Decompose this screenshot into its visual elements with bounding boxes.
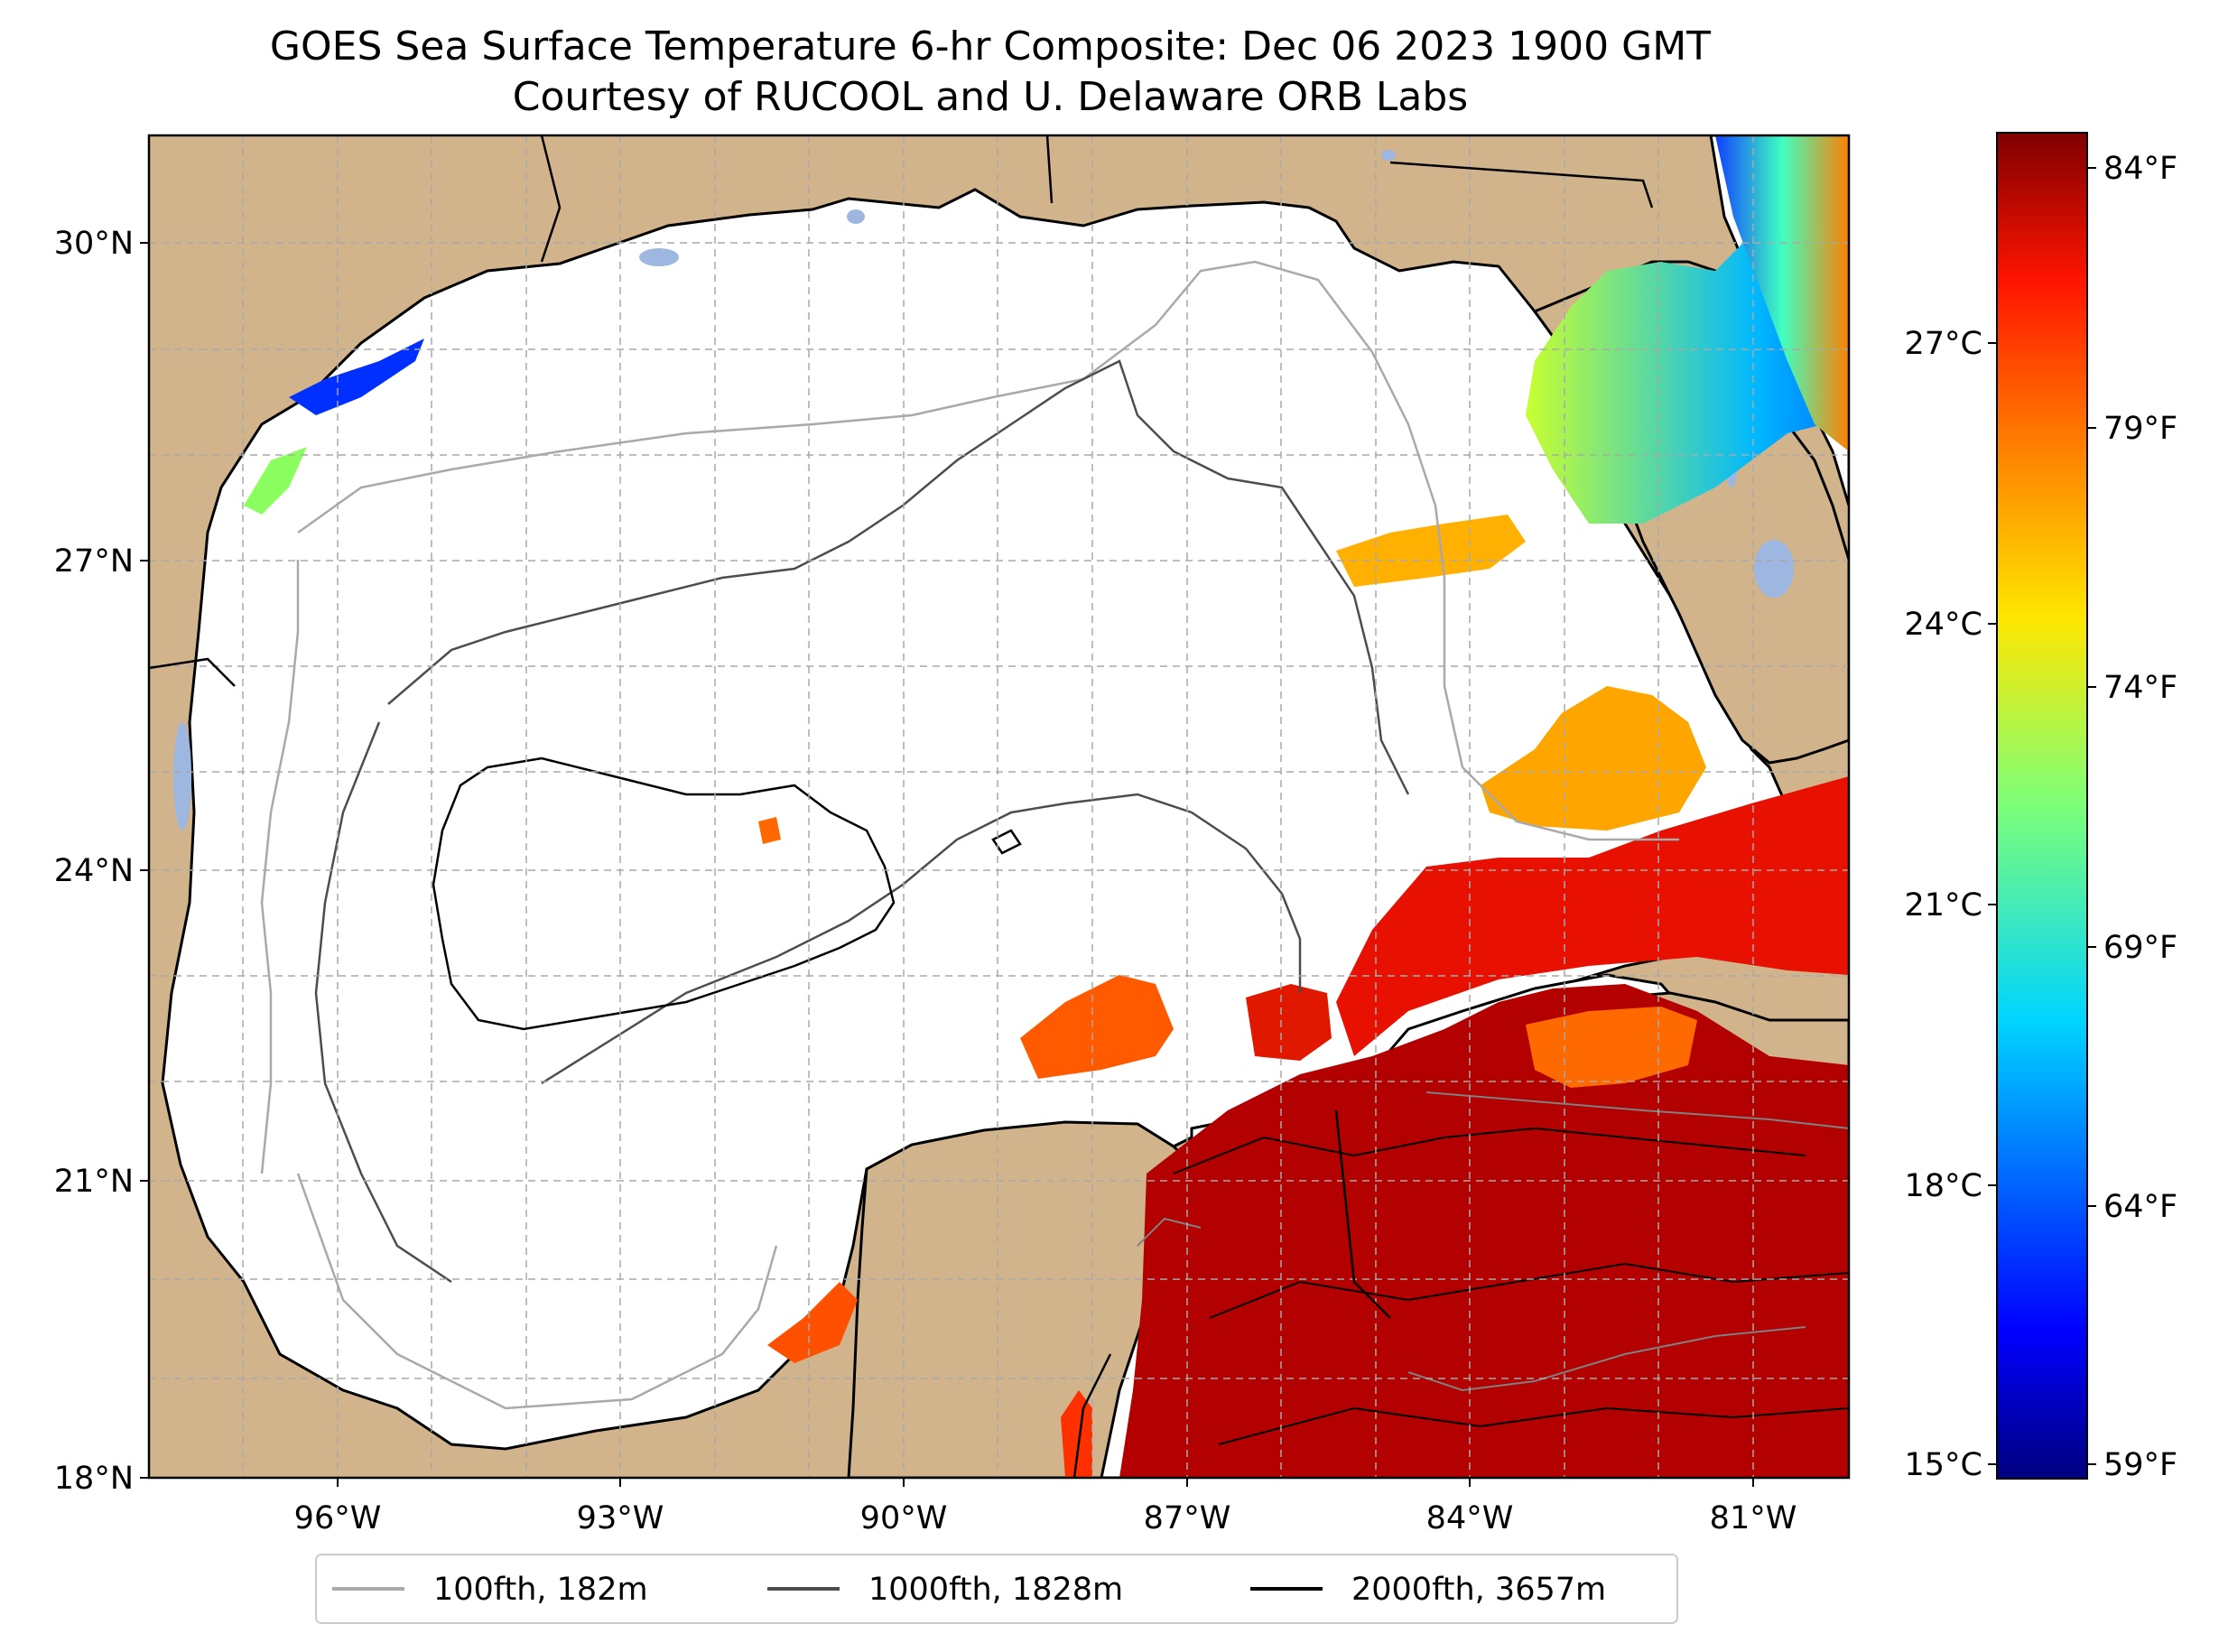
sst-atlantic [1715,135,1849,451]
sst-central-gulf [1020,975,1174,1079]
sst-data [244,135,1849,1478]
contour-1000fth [314,359,1410,1284]
sst-campeche [767,1282,858,1363]
legend: 100fth, 182m 1000fth, 1828m 2000fth, 365… [315,1554,1678,1624]
bathymetry-contours [260,260,1849,1445]
contour-100fth [260,260,1679,1410]
sst-florida-straits [1336,776,1849,1056]
lat-tick-label: 18°N [54,1461,134,1497]
lon-axis: 96°W 93°W 90°W 87°W 84°W 81°W [294,1478,1797,1536]
gridlines [149,135,1849,1478]
title-line-1: GOES Sea Surface Temperature 6-hr Compos… [270,23,1711,70]
lon-tick-label: 90°W [860,1500,948,1536]
colorbar-fahrenheit-label: 74°F [2103,670,2177,706]
colorbar-celsius-label: 15°C [1905,1447,1982,1483]
colorbar-fahrenheit-label: 59°F [2103,1447,2177,1483]
lon-tick-label: 93°W [577,1500,664,1536]
sst-texas-offshore [244,447,307,515]
sst-cuba-north [1526,1007,1697,1088]
lon-tick-label: 96°W [294,1500,382,1536]
lat-tick-label: 30°N [54,226,134,262]
sst-spot [758,817,781,844]
lon-tick-label: 81°W [1710,1500,1797,1536]
colorbar-fahrenheit-label: 84°F [2103,151,2177,187]
legend-box [315,1554,1678,1624]
map-area [149,135,1849,1478]
colorbar-fahrenheit-label: 69°F [2103,930,2177,966]
sst-central-gulf-2 [1246,984,1332,1061]
legend-label-2000fth: 2000fth, 3657m [1351,1572,1606,1608]
lat-tick-label: 24°N [54,853,134,889]
sst-texas-coast [289,339,424,415]
colorbar-celsius-label: 27°C [1905,326,1982,362]
lat-axis: 18°N 21°N 24°N 27°N 30°N [54,226,149,1497]
colorbar-fahrenheit-label: 79°F [2103,411,2177,447]
lon-tick-label: 84°W [1426,1500,1514,1536]
colorbar-celsius-label: 21°C [1905,887,1982,923]
legend-label-1000fth: 1000fth, 1828m [868,1572,1123,1608]
lat-tick-label: 21°N [54,1164,134,1200]
colorbar-fahrenheit-label: 64°F [2103,1189,2177,1225]
colorbar-celsius-label: 24°C [1905,607,1982,643]
colorbar-celsius-label: 18°C [1905,1168,1982,1204]
sst-big-bend [1336,515,1526,587]
sst-fl-shelf [1481,686,1706,831]
map-frame [147,134,1851,1480]
lat-tick-label: 27°N [54,543,134,580]
sst-yucatan-east [1061,1390,1092,1478]
gulf-water [161,188,1849,1451]
legend-label-100fth: 100fth, 182m [433,1572,648,1608]
colorbar: 15°C 18°C 21°C 24°C 27°C 59°F 64°F 69°F … [1905,132,2177,1483]
sst-caribbean [1119,984,1849,1478]
colorbar-gradient [1996,132,2088,1480]
political-borders [149,135,1654,1478]
lon-tick-label: 87°W [1144,1500,1231,1536]
contour-2000fth [432,756,1022,1031]
contour-caribbean-grey [1137,1091,1849,1392]
title-line-2: Courtesy of RUCOOL and U. Delaware ORB L… [513,74,1468,120]
